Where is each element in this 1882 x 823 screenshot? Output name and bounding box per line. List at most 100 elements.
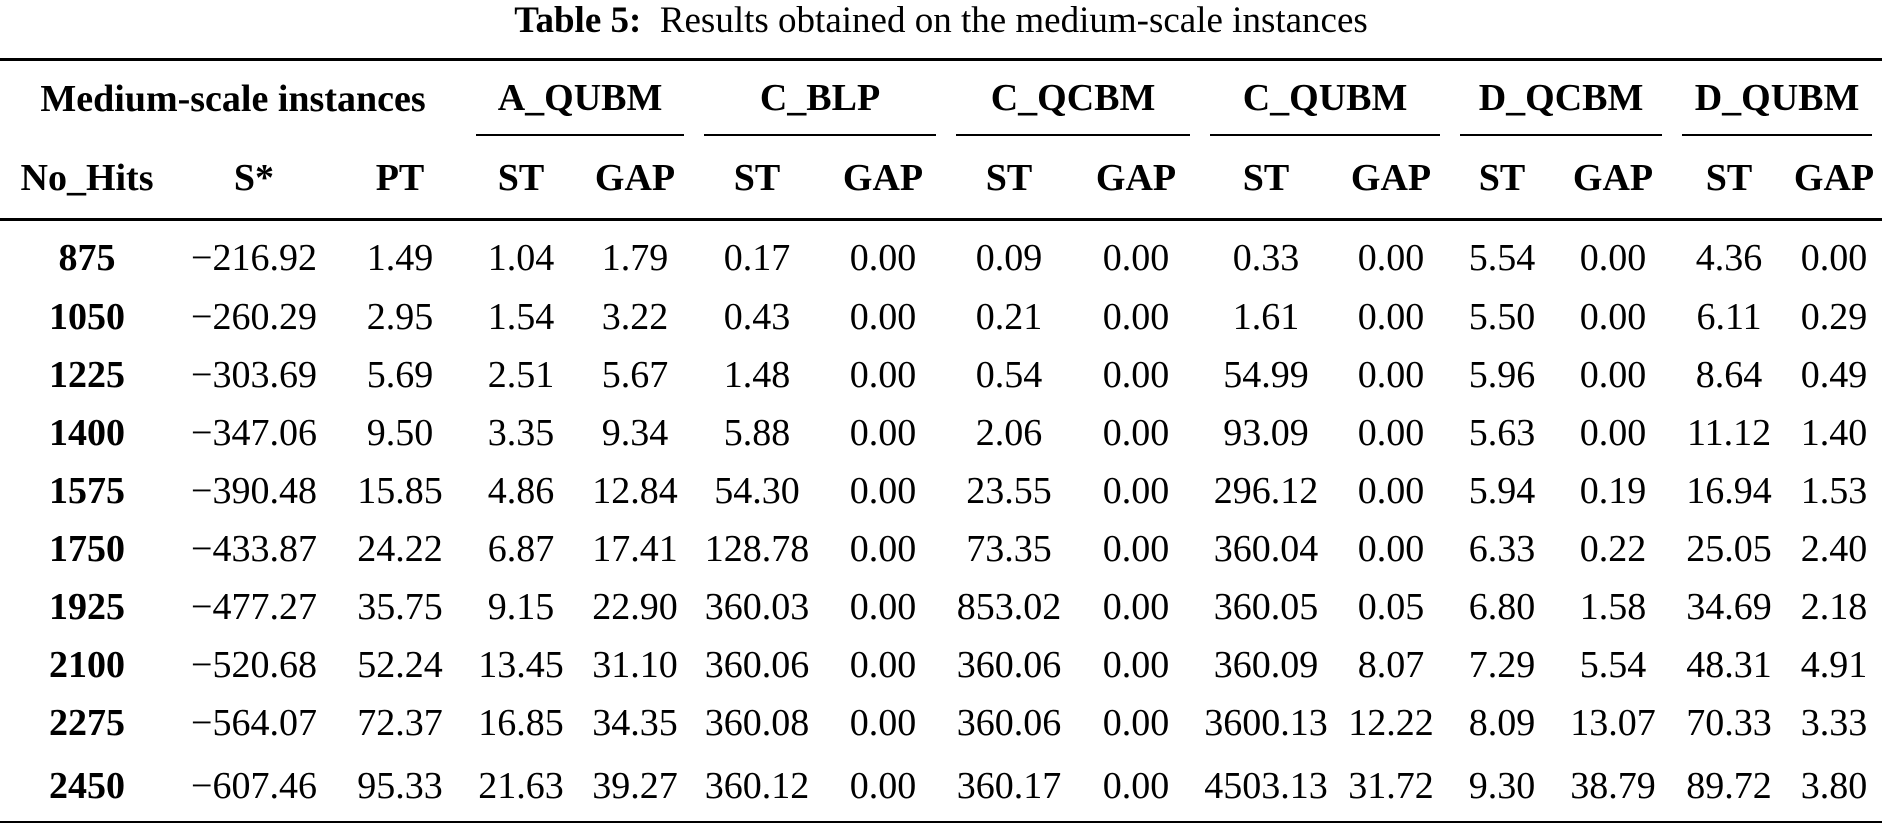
table-cell: −347.06 (191, 411, 317, 454)
table-cell: 5.54 (1468, 237, 1536, 280)
column-header: ST (1450, 137, 1555, 221)
table-cell: 0.00 (849, 411, 917, 454)
table-cell: 34.69 (1686, 585, 1772, 628)
column-header: GAP (1332, 137, 1451, 221)
table-cell: −216.92 (191, 237, 317, 280)
table-cell: 0.09 (975, 237, 1043, 280)
table-cell: 0.00 (1102, 237, 1170, 280)
row-header-cell: 875 (58, 237, 116, 280)
table-cell: 35.75 (357, 585, 443, 628)
table-cell: 3.22 (601, 295, 669, 338)
table-cell: −477.27 (191, 585, 317, 628)
table-cell: 31.10 (592, 643, 678, 686)
column-header: No_Hits (0, 137, 174, 221)
table-cell: 2.40 (1800, 527, 1868, 570)
table-cell: 1.04 (487, 237, 555, 280)
table-cell: −607.46 (174, 751, 334, 823)
group-header: D_QCBM (1450, 58, 1673, 138)
table-cell: 0.00 (1357, 295, 1425, 338)
table-cell: 22.90 (592, 585, 678, 628)
table-cell: 360.03 (704, 585, 810, 628)
table-row: 2275 −564.07 72.37 16.85 34.35 360.08 0.00 360.… (0, 694, 1882, 752)
table-cell: 0.00 (1357, 411, 1425, 454)
table-cell: 0.00 (1102, 585, 1170, 628)
column-header: GAP (576, 137, 695, 221)
table-cell: 9.50 (366, 411, 434, 454)
table-cell: 9.30 (1450, 751, 1555, 823)
table-cell: −390.48 (191, 469, 317, 512)
table-cell: −520.68 (191, 643, 317, 686)
table-cell: 0.00 (820, 751, 947, 823)
table-cell: 5.96 (1468, 353, 1536, 396)
table-cell: −433.87 (191, 527, 317, 570)
table-cell: 13.07 (1570, 701, 1656, 744)
caption-label: Table 5: (514, 0, 642, 41)
table-cell: 1.40 (1800, 411, 1868, 454)
column-header: GAP (820, 137, 947, 221)
row-header-cell: 2100 (49, 643, 125, 686)
table-cell: 12.22 (1348, 701, 1434, 744)
table-cell: −303.69 (191, 353, 317, 396)
table-cell: 13.45 (478, 643, 564, 686)
table-cell: 360.05 (1213, 585, 1319, 628)
table-cell: 9.34 (601, 411, 669, 454)
table-cell: 0.49 (1800, 353, 1868, 396)
column-header: ST (694, 137, 821, 221)
table-cell: 1.54 (487, 295, 555, 338)
table-cell: 54.30 (714, 469, 800, 512)
table-cell: 5.50 (1468, 295, 1536, 338)
table-cell: 296.12 (1213, 469, 1319, 512)
table-row: 1575 −390.48 15.85 4.86 12.84 54.30 0.00 23.55 0… (0, 462, 1882, 520)
table-cell: 0.19 (1579, 469, 1647, 512)
table-cell: 2.51 (487, 353, 555, 396)
table-cell: 360.04 (1213, 527, 1319, 570)
table-cell: 360.09 (1213, 643, 1319, 686)
table-cell: 0.00 (1579, 237, 1647, 280)
table-cell: 1.61 (1232, 295, 1300, 338)
table-cell: 70.33 (1686, 701, 1772, 744)
table-cell: 0.00 (1357, 469, 1425, 512)
row-header-cell: 2450 (0, 751, 174, 823)
table-cell: 0.00 (1102, 527, 1170, 570)
table-cell: 0.00 (1579, 295, 1647, 338)
table-cell: 48.31 (1686, 643, 1772, 686)
table-cell: 21.63 (466, 751, 577, 823)
group-header: Medium-scale instances (0, 58, 467, 138)
table-cell: 0.00 (1357, 353, 1425, 396)
table-cell: 5.54 (1579, 643, 1647, 686)
group-header: C_BLP (694, 58, 947, 138)
table-cell: 11.12 (1686, 411, 1772, 454)
table-cell: −260.29 (191, 295, 317, 338)
table-cell: 7.29 (1468, 643, 1536, 686)
table-cell: 0.00 (1800, 237, 1868, 280)
column-header-row: No_Hits S* PT ST GAP ST GAP ST GAP ST GAP ST GAP ST GA… (0, 137, 1882, 221)
group-header: D_QUBM (1672, 58, 1882, 138)
table-cell: 25.05 (1686, 527, 1772, 570)
table-cell: 4503.13 (1200, 751, 1333, 823)
table-cell: 95.33 (334, 751, 467, 823)
table-cell: 0.00 (849, 237, 917, 280)
table-caption: Table 5: Results obtained on the medium-… (0, 0, 1882, 42)
table-cell: 3.35 (487, 411, 555, 454)
row-header-cell: 1925 (49, 585, 125, 628)
table-cell: 0.00 (849, 643, 917, 686)
table-cell: 0.00 (1102, 643, 1170, 686)
table-cell: 4.86 (487, 469, 555, 512)
row-header-cell: 1575 (49, 469, 125, 512)
column-header: S* (174, 137, 334, 221)
table-cell: 52.24 (357, 643, 443, 686)
row-header-cell: 1050 (49, 295, 125, 338)
table-cell: 360.08 (704, 701, 810, 744)
table-cell: 2.95 (366, 295, 434, 338)
table-cell: 0.00 (1102, 701, 1170, 744)
table-cell: 3.80 (1786, 751, 1882, 823)
table-cell: 2.06 (975, 411, 1043, 454)
table-cell: 93.09 (1223, 411, 1309, 454)
table-cell: 0.21 (975, 295, 1043, 338)
table-cell: 4.91 (1800, 643, 1868, 686)
table-cell: 5.88 (723, 411, 791, 454)
table-cell: 0.00 (849, 295, 917, 338)
table-cell: 4.36 (1695, 237, 1763, 280)
table-cell: 0.00 (1102, 295, 1170, 338)
table-cell: 360.06 (956, 643, 1062, 686)
